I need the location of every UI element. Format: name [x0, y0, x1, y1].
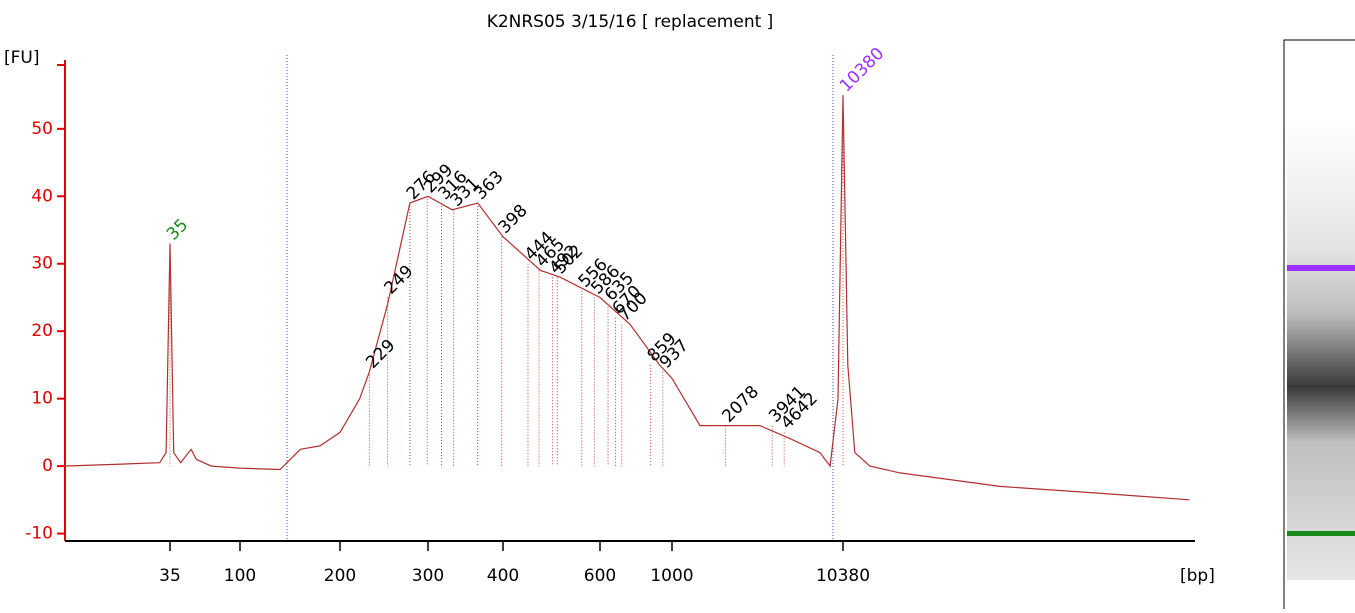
- y-tick-label: 30: [31, 254, 53, 274]
- y-tick-label: -10: [25, 524, 53, 544]
- y-tick-label: 50: [31, 119, 53, 139]
- x-tick-label: 35: [159, 566, 181, 586]
- x-tick-label: 600: [584, 566, 616, 586]
- y-tick-label: 0: [42, 456, 53, 476]
- chart-title: K2NRS05 3/15/16 [ replacement ]: [487, 12, 774, 32]
- peak-label: 35: [163, 215, 192, 244]
- peak-label: 363: [471, 167, 508, 204]
- x-tick-label: 400: [487, 566, 519, 586]
- x-tick-label: 10380: [816, 566, 870, 586]
- x-axis-label: [bp]: [1180, 566, 1215, 586]
- x-tick-label: 200: [324, 566, 356, 586]
- peak-label: 249: [380, 261, 417, 298]
- x-tick-label: 1000: [650, 566, 693, 586]
- peak-label: 2078: [718, 382, 763, 427]
- gel-lane: [1283, 39, 1355, 613]
- y-tick-label: 20: [31, 321, 53, 341]
- y-tick-label: 40: [31, 186, 53, 206]
- x-tick-label: 300: [412, 566, 444, 586]
- x-tick-label: 100: [224, 566, 256, 586]
- electropherogram-trace: [62, 95, 1190, 501]
- gel-upper-marker: [1287, 265, 1355, 271]
- peak-label: 10380: [836, 44, 888, 96]
- gel-lower-marker: [1287, 531, 1355, 536]
- gel-band-area: [1287, 120, 1355, 580]
- y-tick-label: 10: [31, 389, 53, 409]
- y-axis-label: [FU]: [4, 48, 40, 68]
- peak-label: 229: [362, 336, 399, 373]
